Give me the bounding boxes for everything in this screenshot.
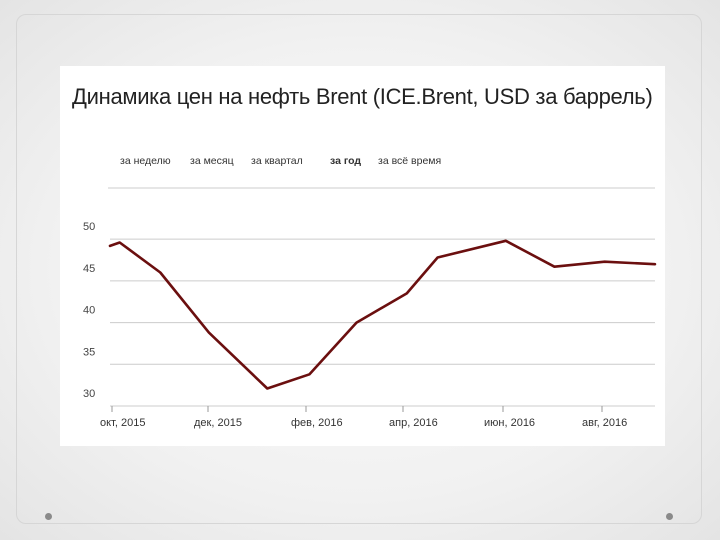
y-tick-label: 50	[83, 221, 95, 233]
price-chart: 50 45 40 35 30 окт, 2015 дек, 2015 фев, 2016 ап…	[83, 187, 657, 429]
tab-month[interactable]: за месяц	[190, 155, 234, 167]
x-axis: окт, 2015 дек, 2015 фев, 2016 апр, 2016 июн,…	[100, 406, 627, 429]
data-point	[406, 292, 408, 295]
data-point	[208, 331, 210, 334]
tab-year[interactable]: за год	[330, 155, 362, 167]
slide-dot-left	[45, 513, 52, 520]
tab-quarter[interactable]: за квартал	[251, 155, 303, 167]
chart-title: Динамика цен на нефть Brent (ICE.Brent, …	[72, 84, 653, 109]
tab-all-time[interactable]: за всё время	[378, 155, 442, 167]
data-point	[118, 241, 121, 244]
y-tick-label: 35	[83, 346, 95, 358]
x-tick-label: дек, 2015	[194, 417, 242, 429]
x-tick-label: фев, 2016	[291, 417, 343, 429]
x-tick-label: июн, 2016	[484, 417, 535, 429]
series-layer	[108, 239, 657, 390]
series-line	[108, 239, 657, 390]
chart-card: Динамика цен на нефть Brent (ICE.Brent, …	[60, 66, 665, 446]
slide-border	[16, 14, 702, 524]
slide-dot-right	[666, 513, 673, 520]
tab-week[interactable]: за неделю	[120, 155, 171, 167]
y-tick-label: 30	[83, 388, 95, 400]
y-axis: 50 45 40 35 30	[83, 221, 95, 400]
x-tick-label: авг, 2016	[582, 417, 627, 429]
data-point	[159, 271, 162, 274]
data-point	[505, 240, 507, 242]
data-point	[654, 263, 656, 265]
data-point	[266, 387, 269, 390]
data-point	[436, 256, 439, 259]
data-point	[603, 260, 606, 263]
y-tick-label: 45	[83, 263, 95, 275]
data-point	[308, 373, 311, 376]
data-point	[109, 245, 111, 247]
x-tick-label: окт, 2015	[100, 417, 145, 429]
y-tick-label: 40	[83, 305, 95, 317]
x-tick-label: апр, 2016	[389, 417, 438, 429]
data-point	[553, 265, 556, 268]
data-point	[355, 321, 358, 324]
